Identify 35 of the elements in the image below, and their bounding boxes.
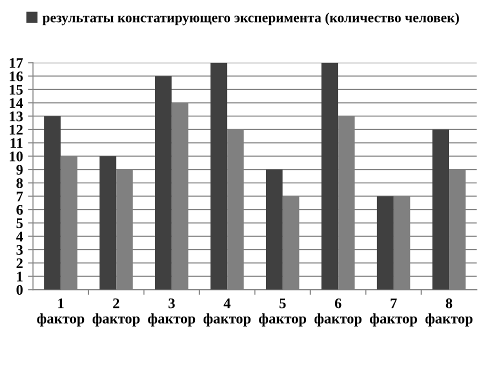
bar bbox=[100, 156, 116, 290]
y-tick-label: 13 bbox=[10, 112, 23, 122]
y-tick-label: 12 bbox=[10, 124, 23, 135]
y-tick-label: 14 bbox=[10, 98, 23, 108]
y-tick-label: 8 bbox=[16, 178, 23, 188]
x-tick-label: 1 фактор bbox=[37, 298, 84, 326]
y-tick-label: 5 bbox=[16, 218, 23, 228]
y-tick-label: 6 bbox=[16, 204, 23, 215]
y-tick-label: 15 bbox=[10, 84, 23, 95]
y-tick-label: 2 bbox=[16, 258, 23, 268]
bar bbox=[44, 116, 61, 290]
x-tick-label: 5 фактор bbox=[259, 298, 306, 326]
y-tick-label: 17 bbox=[10, 58, 23, 68]
y-tick-label: 10 bbox=[10, 152, 23, 162]
x-tick-label: 8 фактор bbox=[425, 298, 473, 326]
y-tick-label: 0 bbox=[16, 285, 23, 295]
y-tick-label: 11 bbox=[10, 138, 23, 148]
x-tick-label: 6 фактор bbox=[314, 298, 362, 326]
bar bbox=[155, 76, 172, 290]
x-tick-label: 7 фактор bbox=[370, 298, 418, 326]
y-tick-label: 9 bbox=[16, 164, 23, 175]
legend-label: результаты констатирующего эксперимента (количество человек) bbox=[42, 12, 459, 26]
y-tick-label: 1 bbox=[17, 272, 23, 282]
y-tick-label: 7 bbox=[16, 192, 23, 202]
bar bbox=[376, 196, 394, 290]
x-tick-label: 2 фактор bbox=[92, 298, 140, 326]
y-tick-label: 3 bbox=[16, 245, 23, 255]
bar bbox=[266, 170, 283, 290]
y-tick-label: 16 bbox=[10, 71, 23, 82]
bar bbox=[210, 62, 228, 290]
bar bbox=[432, 129, 450, 290]
y-tick-label: 4 bbox=[16, 232, 23, 242]
x-tick-label: 4 фактор bbox=[204, 298, 251, 326]
bar bbox=[321, 62, 338, 290]
x-tick-label: 3 фактор bbox=[148, 298, 196, 326]
